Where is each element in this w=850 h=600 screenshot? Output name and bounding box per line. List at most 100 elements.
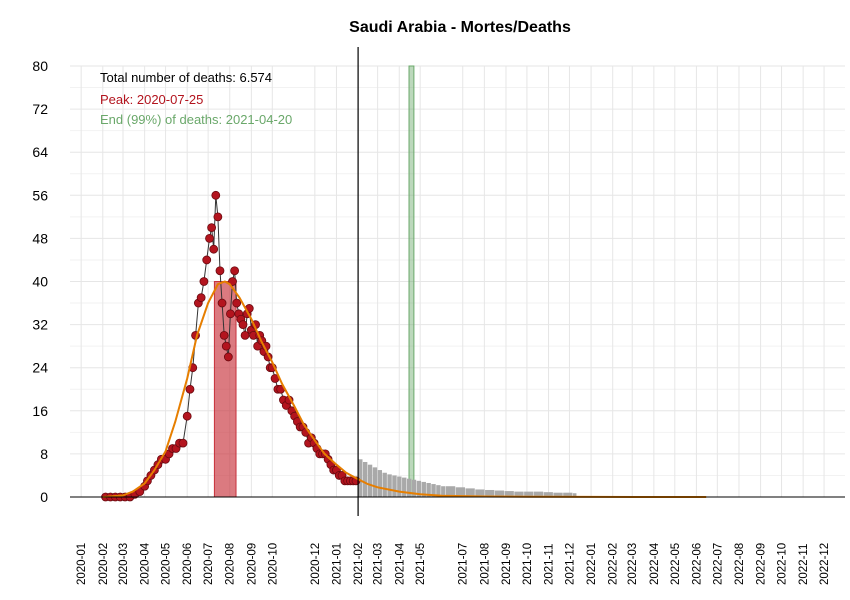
y-axis-ticks: 0 8 16 24 32 40 48 56 64 72 80: [32, 58, 48, 505]
fit-curve: [102, 280, 707, 498]
x-tick-label: 2020-01: [76, 543, 88, 585]
projection-bar: [543, 492, 553, 497]
projection-bar: [426, 482, 431, 497]
x-tick-label: 2020-06: [182, 543, 194, 585]
projection-bar: [372, 467, 378, 497]
y-tick-label: 64: [32, 144, 48, 160]
x-tick-label: 2022-06: [691, 543, 703, 585]
projection-bar: [377, 470, 383, 497]
projection-bar: [358, 459, 363, 497]
x-tick-label: 2021-07: [458, 543, 470, 585]
projection-bar: [402, 477, 407, 497]
observed-point: [221, 341, 231, 351]
y-tick-label: 0: [40, 489, 48, 505]
observed-point: [213, 212, 223, 222]
x-tick-label: 2021-12: [564, 543, 576, 585]
x-tick-label: 2022-05: [670, 543, 682, 585]
projection-bar: [397, 476, 402, 497]
observed-point: [232, 298, 242, 308]
projection-bar: [416, 480, 422, 497]
observed-point: [228, 277, 237, 286]
x-tick-label: 2021-01: [331, 543, 343, 585]
projection-bar: [485, 489, 495, 497]
x-tick-label: 2020-05: [161, 543, 173, 585]
x-tick-label: 2022-03: [627, 543, 639, 585]
fit-curve-line: [102, 280, 707, 498]
x-tick-label: 2021-03: [373, 543, 385, 585]
annotation-end: End (99%) of deaths: 2021-04-20: [100, 112, 292, 127]
projection-bar: [514, 491, 524, 497]
x-tick-label: 2022-02: [608, 543, 620, 585]
observed-point: [215, 266, 225, 276]
y-tick-label: 16: [32, 403, 48, 419]
grid: [70, 65, 845, 498]
chart-title: Saudi Arabia - Mortes/Deaths: [349, 19, 571, 36]
y-tick-label: 8: [40, 446, 48, 462]
observed-point: [207, 223, 217, 233]
x-tick-label: 2020-12: [310, 543, 322, 585]
observed-point: [230, 266, 240, 276]
axes: [70, 47, 845, 516]
x-tick-label: 2022-09: [756, 543, 768, 585]
x-tick-label: 2021-02: [353, 543, 365, 585]
projection-bar: [382, 472, 387, 497]
projection-bar: [441, 486, 446, 497]
projection-bar: [533, 491, 544, 497]
projection-bar: [392, 475, 397, 497]
x-tick-label: 2020-09: [246, 543, 258, 585]
projection-bar: [455, 487, 466, 497]
projection-bar: [445, 486, 456, 497]
x-tick-label: 2022-01: [586, 543, 598, 585]
observed-point: [199, 277, 209, 286]
annotation-peak: Peak: 2020-07-25: [100, 92, 203, 107]
observed-point: [185, 384, 195, 394]
x-tick-label: 2020-08: [225, 543, 237, 585]
y-tick-label: 48: [32, 230, 48, 246]
observed-point: [238, 320, 248, 330]
projection-bar: [572, 493, 577, 497]
observed-point: [217, 298, 227, 308]
observed-point: [202, 255, 212, 265]
projection-bar: [436, 485, 441, 497]
x-tick-label: 2020-07: [203, 543, 215, 585]
observed-point: [223, 352, 233, 362]
end-band: [408, 65, 415, 498]
y-tick-label: 80: [32, 58, 48, 74]
x-tick-label: 2022-07: [712, 543, 724, 585]
observed-point: [226, 309, 235, 319]
projection-bar: [421, 481, 426, 497]
x-tick-label: 2021-08: [479, 543, 491, 585]
y-tick-label: 32: [32, 317, 48, 333]
annotations: Total number of deaths: 6.574 Peak: 2020…: [100, 70, 292, 127]
projection-series: [358, 459, 577, 497]
projection-bar: [553, 492, 563, 497]
projection-bar: [387, 474, 392, 497]
projection-bar: [411, 479, 417, 497]
x-tick-label: 2022-04: [649, 542, 661, 585]
projection-bar: [406, 478, 412, 497]
x-tick-label: 2022-10: [777, 543, 789, 585]
projection-bar: [362, 461, 368, 497]
observed-point: [205, 233, 214, 243]
annotation-total: Total number of deaths: 6.574: [100, 70, 272, 85]
x-tick-label: 2021-09: [501, 543, 513, 585]
y-tick-label: 40: [32, 274, 48, 290]
projection-bar: [494, 490, 505, 497]
projection-bar: [524, 491, 534, 497]
x-tick-label: 2021-10: [522, 543, 534, 585]
x-tick-label: 2021-04: [394, 542, 406, 585]
x-tick-label: 2021-11: [544, 544, 556, 585]
observed-point: [219, 330, 229, 340]
x-tick-label: 2020-02: [98, 543, 110, 585]
y-tick-label: 56: [32, 187, 48, 203]
projection-bar: [431, 484, 436, 497]
x-axis-ticks: 2020-01 2020-02 2020-03 2020-04 2020-05 2020-…: [76, 542, 831, 585]
observed-point: [182, 411, 192, 421]
projection-bar: [504, 491, 514, 497]
y-tick-label: 24: [32, 360, 48, 376]
projection-bar: [367, 464, 373, 497]
x-tick-label: 2022-11: [798, 544, 810, 585]
projection-bar: [563, 492, 573, 497]
x-tick-label: 2021-05: [415, 543, 427, 585]
